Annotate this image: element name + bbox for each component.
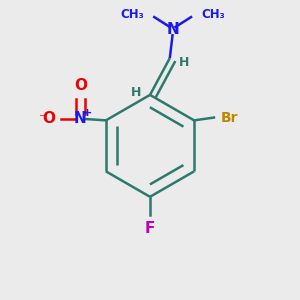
Text: CH₃: CH₃ bbox=[121, 8, 144, 21]
Text: +: + bbox=[83, 108, 92, 118]
Text: O: O bbox=[42, 112, 55, 127]
Text: O: O bbox=[74, 78, 87, 93]
Text: Br: Br bbox=[221, 110, 238, 124]
Text: N: N bbox=[166, 22, 179, 37]
Text: N: N bbox=[74, 112, 87, 127]
Text: H: H bbox=[131, 85, 141, 99]
Text: CH₃: CH₃ bbox=[201, 8, 225, 21]
Text: F: F bbox=[145, 221, 155, 236]
Text: H: H bbox=[179, 56, 189, 69]
Text: ⁻: ⁻ bbox=[38, 112, 45, 126]
